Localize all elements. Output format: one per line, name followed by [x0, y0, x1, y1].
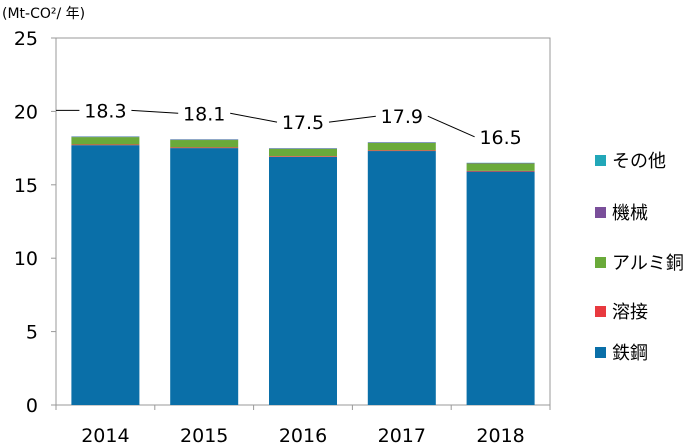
y-tick-label: 20: [14, 101, 38, 123]
bar-segment-2-2014: [71, 137, 140, 145]
total-connector-line: [328, 115, 376, 123]
legend-swatch: [595, 347, 606, 358]
x-tick-label: 2014: [81, 425, 129, 445]
y-tick-label: 25: [14, 28, 38, 50]
x-tick-label: 2015: [180, 425, 228, 445]
total-label-2014: 18.3: [84, 100, 126, 122]
total-connector-line: [427, 115, 475, 138]
total-label-2015: 18.1: [183, 103, 225, 125]
y-axis-ticks: 0 5 10 15 20 25: [14, 28, 56, 417]
bar-segment-0-2017: [367, 151, 436, 405]
x-tick-label: 2018: [476, 425, 524, 445]
bar-segment-0-2015: [170, 148, 239, 405]
y-tick-label: 15: [14, 175, 38, 197]
bar-segment-0-2018: [466, 171, 535, 405]
x-axis-ticks: 2014 2015 2016 2017 2018: [55, 405, 551, 445]
x-tick-label: 2017: [378, 425, 426, 445]
legend-label: アルミ銅: [612, 253, 684, 274]
total-label-2016: 17.5: [282, 112, 324, 134]
bar-segment-1-2015: [170, 147, 239, 149]
y-axis-unit-label: (Mt-CO²/ 年): [2, 6, 85, 22]
bar-segment-0-2016: [269, 156, 337, 405]
y-tick-label: 0: [26, 395, 38, 417]
total-label-2017: 17.9: [381, 106, 423, 128]
y-tick-label: 5: [26, 322, 38, 344]
bar-segment-1-2016: [269, 156, 337, 157]
bar-segment-1-2014: [71, 144, 140, 146]
total-label-2018: 16.5: [479, 127, 521, 149]
total-labels: 18.3 18.1 17.5 17.9 16.5: [56, 100, 522, 149]
legend-label: 機械: [612, 203, 648, 224]
legend-swatch: [595, 207, 606, 218]
bar-segment-2-2017: [367, 142, 436, 151]
y-tick-label: 10: [14, 248, 38, 270]
legend-swatch: [595, 306, 606, 317]
bar-segment-2-2018: [466, 163, 535, 171]
legend-label: その他: [612, 151, 666, 172]
bar-segment-1-2018: [466, 170, 535, 172]
legend-swatch: [595, 257, 606, 268]
bar-segment-0-2014: [71, 145, 140, 405]
legend-label: 鉄鋼: [612, 343, 648, 364]
bars: [71, 136, 535, 405]
legend-label: 溶接: [612, 302, 648, 323]
total-connector-line: [230, 112, 278, 123]
x-tick-label: 2016: [279, 425, 327, 445]
legend-swatch: [595, 155, 606, 166]
bar-segment-2-2016: [269, 148, 337, 157]
bar-segment-2-2015: [170, 140, 239, 148]
bar-segment-1-2017: [367, 150, 436, 152]
total-connector-line: [131, 109, 179, 114]
